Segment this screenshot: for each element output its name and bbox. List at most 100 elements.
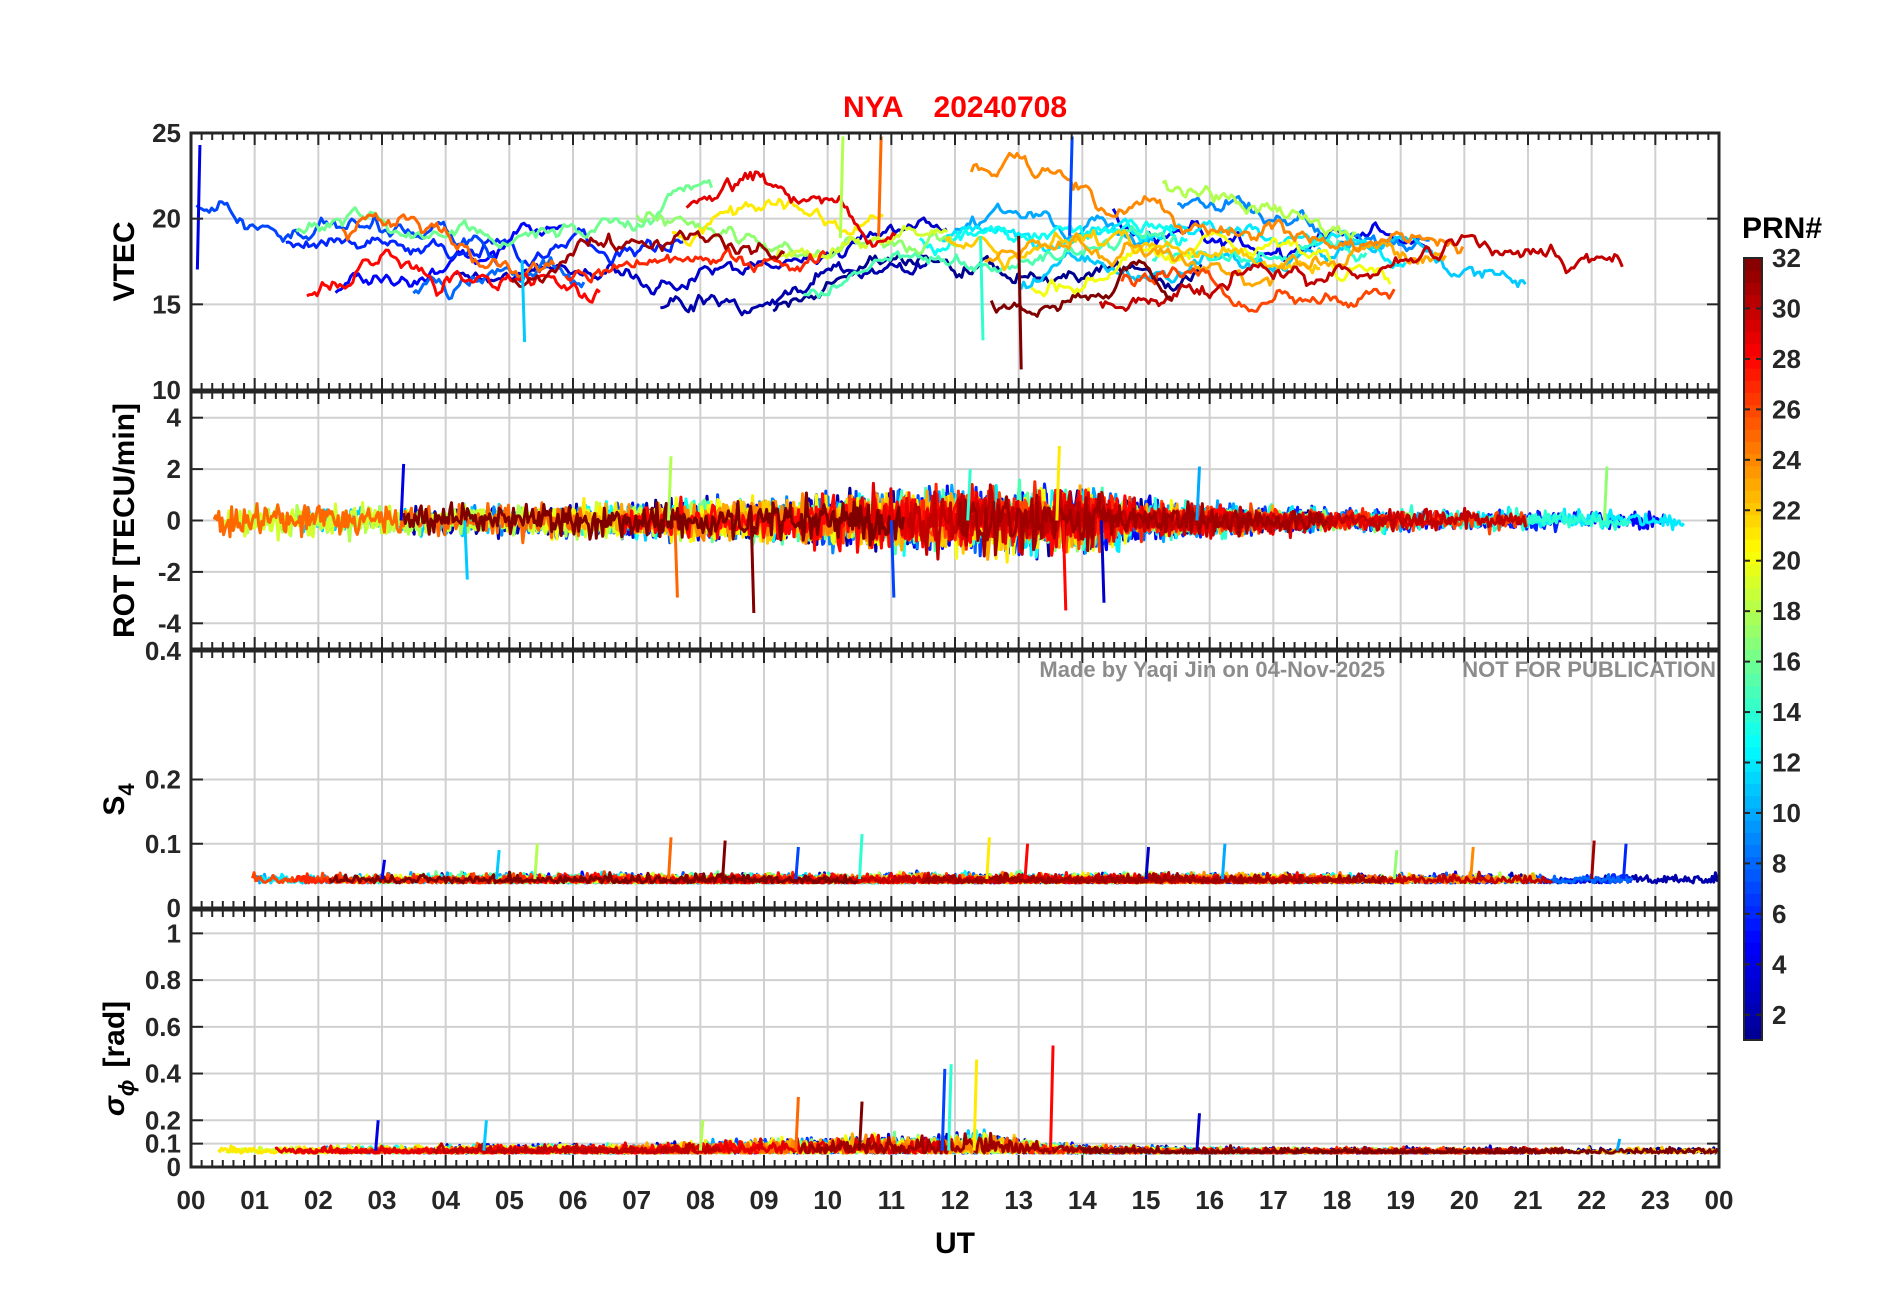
watermark-author: Made by Yaqi Jin on 04-Nov-2025 (1039, 657, 1385, 682)
peak-mark (877, 136, 883, 237)
colorbar-segment (1744, 282, 1762, 296)
peak-mark (1068, 136, 1074, 236)
peak-mark (1061, 520, 1068, 611)
series-line-prn-31 (511, 229, 786, 289)
colorbar-segment (1744, 587, 1762, 601)
chart-title-station: NYA (843, 91, 904, 124)
colorbar-segment (1744, 807, 1762, 821)
x-tick-label: 07 (622, 1185, 651, 1215)
colorbar-segment (1744, 1027, 1762, 1041)
series-line-prn-28 (306, 248, 601, 304)
colorbar-segment (1744, 832, 1762, 846)
colorbar-segment (1744, 795, 1762, 809)
peak-mark (1622, 843, 1628, 880)
x-tick-label: 09 (750, 1185, 779, 1215)
x-tick-label: 21 (1514, 1185, 1543, 1215)
y-tick-label-sigma_phi: 0.4 (145, 1059, 182, 1089)
colorbar-segment (1744, 612, 1762, 626)
peak-mark (1023, 843, 1030, 880)
x-tick-label: 23 (1641, 1185, 1670, 1215)
series-line-prn-14 (1151, 234, 1368, 264)
y-tick-label-s4: 0.4 (145, 636, 182, 666)
y-tick-label-rot: 0 (167, 506, 181, 536)
colorbar-segment (1744, 844, 1762, 858)
x-tick-label: 14 (1068, 1185, 1097, 1215)
y-axis-label-unit: [rad] (98, 1001, 131, 1068)
colorbar-segment (1744, 1003, 1762, 1017)
peak-mark (838, 136, 845, 239)
y-axis-label-s4: S4 (98, 783, 139, 816)
x-tick-label: 05 (495, 1185, 524, 1215)
series-line-prn-20 (1030, 230, 1392, 298)
peak-mark (673, 520, 679, 598)
peak-mark (698, 1120, 705, 1151)
colorbar-segment (1744, 490, 1762, 503)
x-tick-label: 22 (1577, 1185, 1606, 1215)
colorbar-tick-label: 18 (1772, 596, 1801, 626)
colorbar-segment (1744, 477, 1762, 491)
x-tick-label: 15 (1132, 1185, 1161, 1215)
colorbar-segment (1744, 917, 1762, 931)
peak-mark (1220, 843, 1227, 880)
series-line-prn-30 (432, 1141, 722, 1155)
peak-mark (463, 520, 469, 580)
peak-mark (794, 1096, 800, 1151)
series-line-prn-2 (660, 261, 930, 317)
grid-s4 (191, 651, 1719, 908)
peak-mark (195, 144, 202, 270)
colorbar-segment (1744, 563, 1762, 577)
peak-mark (858, 1101, 864, 1151)
frame-s4 (189, 649, 1721, 910)
colorbar-segment (1744, 636, 1762, 650)
series-line-prn-11 (1017, 234, 1527, 290)
peak-mark (495, 850, 501, 880)
colorbar-tick-label: 6 (1772, 899, 1786, 929)
y-tick-label-rot: -4 (158, 608, 182, 638)
peak-mark (1055, 445, 1061, 521)
peak-mark (1049, 1045, 1055, 1151)
colorbar-segment (1744, 258, 1762, 271)
x-tick-label: 06 (559, 1185, 588, 1215)
series-line-prn-18 (1161, 179, 1357, 241)
colorbar-tick-label: 20 (1772, 546, 1801, 576)
colorbar-segment (1744, 673, 1762, 687)
x-tick-label: 13 (1004, 1185, 1033, 1215)
peak-mark (667, 837, 673, 880)
peak-mark (374, 1120, 380, 1151)
x-tick-label: 12 (941, 1185, 970, 1215)
peak-mark (978, 235, 985, 341)
colorbar-segment (1744, 722, 1762, 736)
colorbar-segment (1744, 881, 1762, 894)
series-line-prn-27 (564, 247, 827, 284)
series-line-prn-13 (918, 218, 1188, 257)
grid-sigma_phi (191, 910, 1719, 1167)
peak-mark (1099, 520, 1106, 603)
y-tick-label-vtec: 10 (152, 375, 181, 405)
colorbar-segment (1744, 746, 1762, 760)
y-axis-label-main: S (98, 796, 131, 816)
peak-mark (721, 840, 727, 880)
peak-mark (966, 469, 972, 521)
peak-mark (889, 520, 896, 598)
colorbar-segment (1744, 514, 1762, 528)
colorbar-segment (1744, 771, 1762, 785)
colorbar-segment (1744, 600, 1762, 613)
series-line-prn-31 (957, 492, 1328, 558)
colorbar-segment (1744, 661, 1762, 675)
frame-sigma_phi (189, 908, 1721, 1169)
series-line-prn-21 (671, 197, 884, 248)
colorbar-tick-label: 12 (1772, 748, 1801, 778)
colorbar-frame (1743, 257, 1763, 1041)
colorbar-tick-label: 26 (1772, 394, 1801, 424)
y-tick-label-rot: 4 (167, 403, 182, 433)
y-axis-label-sigma_phi: σϕ [rad] (98, 1001, 139, 1116)
colorbar-segment (1744, 355, 1762, 369)
colorbar-segment (1744, 294, 1762, 308)
series-group-sigma_phi (217, 1045, 1719, 1155)
y-tick-label-s4: 0.1 (145, 829, 181, 859)
y-axis-label-vtec: VTEC (108, 221, 141, 301)
colorbar-segment (1744, 649, 1762, 662)
x-tick-label: 11 (878, 1185, 906, 1215)
